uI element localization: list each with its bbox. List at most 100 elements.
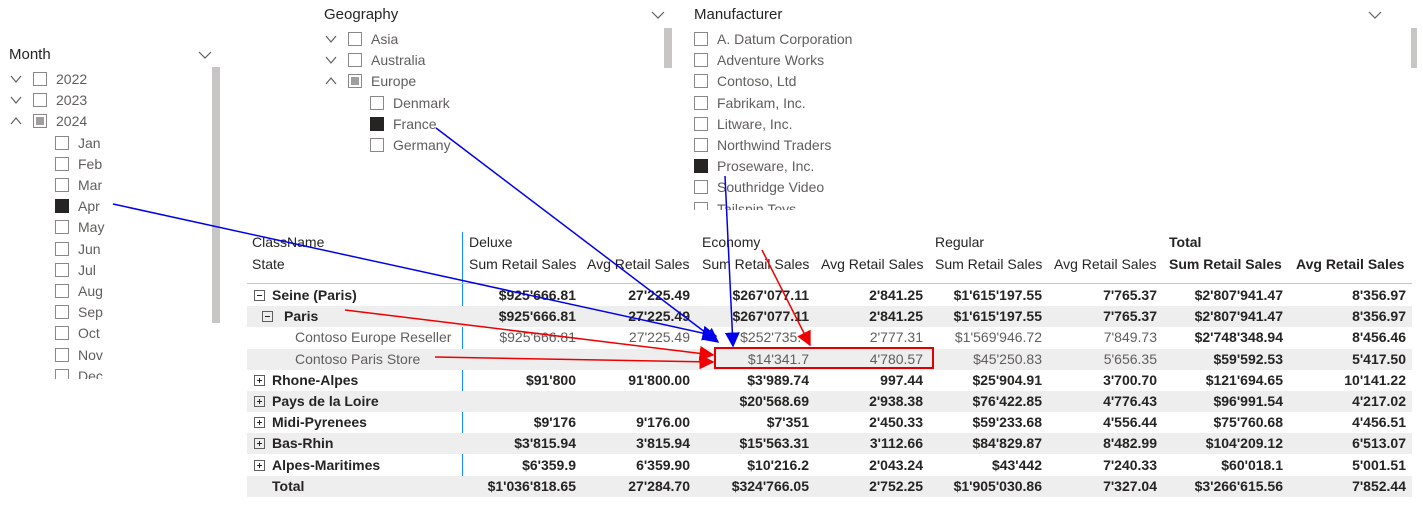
expand-toggle[interactable]: [10, 96, 22, 105]
expand-icon[interactable]: [254, 290, 265, 301]
checkbox[interactable]: [694, 53, 708, 68]
expand-toggle[interactable]: [10, 117, 22, 125]
slicer-item[interactable]: Dec: [78, 367, 103, 379]
checkbox[interactable]: [694, 159, 708, 174]
expand-toggle[interactable]: [10, 75, 22, 83]
checkbox[interactable]: [55, 305, 69, 320]
slicer-item[interactable]: Jun: [78, 240, 101, 257]
checkbox[interactable]: [694, 74, 708, 89]
checkbox[interactable]: [370, 138, 384, 152]
slicer-item[interactable]: Northwind Traders: [717, 137, 832, 153]
slicer-item[interactable]: Adventure Works: [717, 52, 825, 69]
slicer-item[interactable]: Jul: [78, 261, 96, 278]
measure-header: Sum Retail Sales: [1169, 256, 1282, 272]
slicer-item[interactable]: 2024: [56, 113, 88, 130]
checkbox[interactable]: [370, 116, 384, 131]
slicer-item[interactable]: Asia: [371, 31, 399, 47]
slicer-item[interactable]: 2023: [56, 92, 88, 109]
slicer-item[interactable]: Denmark: [393, 94, 450, 111]
checkbox[interactable]: [55, 347, 69, 362]
scrollbar[interactable]: [664, 28, 672, 68]
slicer-item[interactable]: Proseware, Inc.: [717, 158, 815, 175]
checkbox[interactable]: [694, 180, 708, 195]
scrollbar[interactable]: [212, 67, 220, 323]
slicer-item[interactable]: Nov: [78, 346, 103, 363]
slicer-item[interactable]: Litware, Inc.: [717, 115, 793, 132]
slicer-item[interactable]: Mar: [78, 177, 103, 193]
checkbox[interactable]: [55, 368, 69, 379]
value-cell: $9'176: [533, 414, 576, 431]
expand-toggle[interactable]: [325, 77, 337, 85]
slicer-item[interactable]: Contoso, Ltd: [717, 73, 797, 90]
slicer-item[interactable]: Sep: [78, 304, 103, 321]
measure-header: Sum Retail Sales: [702, 256, 810, 272]
slicer-item[interactable]: Fabrikam, Inc.: [717, 94, 806, 111]
slicer-item[interactable]: Oct: [78, 325, 100, 342]
value-cell: 997.44: [880, 371, 923, 388]
expand-icon[interactable]: [254, 438, 265, 450]
checkbox[interactable]: [348, 74, 362, 89]
value-cell: $1'615'197.55: [953, 308, 1042, 325]
checkbox[interactable]: [694, 138, 708, 152]
value-cell: 3'700.70: [1103, 371, 1157, 388]
slicer-item[interactable]: Feb: [78, 155, 103, 172]
checkbox[interactable]: [694, 32, 708, 46]
slicer-item[interactable]: Australia: [371, 52, 426, 69]
value-cell: $45'250.83: [973, 350, 1042, 367]
value-cell: $324'766.05: [731, 477, 809, 494]
checkbox[interactable]: [694, 201, 708, 210]
slicer-dropdown[interactable]: [651, 11, 665, 19]
checkbox[interactable]: [694, 116, 708, 131]
slicer-title: Manufacturer: [694, 6, 783, 23]
value-cell: 91'800.00: [628, 371, 690, 388]
expand-toggle[interactable]: [325, 56, 337, 65]
slicer-item[interactable]: A. Datum Corporation: [717, 31, 853, 47]
slicer-item[interactable]: Apr: [78, 198, 100, 215]
checkbox[interactable]: [55, 199, 69, 214]
checkbox[interactable]: [55, 178, 69, 192]
expand-icon[interactable]: [254, 417, 265, 429]
scrollbar[interactable]: [1411, 28, 1417, 68]
slicer-item[interactable]: Southridge Video: [717, 179, 825, 196]
checkbox[interactable]: [33, 114, 47, 129]
expand-icon[interactable]: [254, 459, 265, 471]
checkbox[interactable]: [55, 241, 69, 256]
slicer-item[interactable]: 2022: [56, 71, 88, 87]
checkbox[interactable]: [55, 262, 69, 277]
slicer-item[interactable]: Aug: [78, 283, 103, 299]
slicer-list: 2022 2023 2024 Jan Feb Mar Apr May Jun Jul Aug Sep O…: [7, 68, 212, 379]
slicer-item[interactable]: Europe: [371, 73, 417, 90]
value-cell: $43'442: [991, 456, 1042, 473]
slicer-list: Asia Australia Europe Denmark France Germany: [322, 28, 657, 160]
checkbox[interactable]: [33, 93, 47, 108]
value-cell: $2'748'348.94: [1194, 329, 1283, 346]
checkbox[interactable]: [55, 284, 69, 298]
slicer-item[interactable]: Germany: [393, 137, 451, 153]
row-label: Total: [272, 477, 305, 494]
row-label: Rhone-Alpes: [272, 371, 359, 388]
value-cell: $3'989.74: [747, 371, 809, 388]
value-cell: 6'513.07: [1352, 435, 1406, 452]
slicer-dropdown[interactable]: [198, 51, 212, 59]
checkbox[interactable]: [55, 135, 69, 150]
checkbox[interactable]: [33, 72, 47, 86]
slicer-dropdown[interactable]: [1368, 11, 1382, 19]
expand-icon[interactable]: [254, 396, 265, 407]
row-label: Pays de la Loire: [272, 393, 379, 409]
checkbox[interactable]: [55, 220, 69, 235]
slicer-item[interactable]: Tailspin Toys: [717, 200, 797, 210]
slicer-item[interactable]: Jan: [78, 134, 101, 151]
expand-icon[interactable]: [254, 374, 265, 386]
checkbox[interactable]: [694, 95, 708, 110]
slicer-item[interactable]: May: [78, 219, 105, 236]
value-cell: $121'694.65: [1205, 371, 1283, 388]
checkbox[interactable]: [348, 53, 362, 68]
checkbox[interactable]: [348, 32, 362, 46]
expand-toggle[interactable]: [325, 35, 337, 43]
slicer-title: Month: [9, 46, 51, 63]
slicer-item[interactable]: France: [393, 115, 437, 132]
expand-icon[interactable]: [262, 311, 273, 323]
checkbox[interactable]: [55, 156, 69, 171]
checkbox[interactable]: [370, 95, 384, 110]
checkbox[interactable]: [55, 326, 69, 341]
